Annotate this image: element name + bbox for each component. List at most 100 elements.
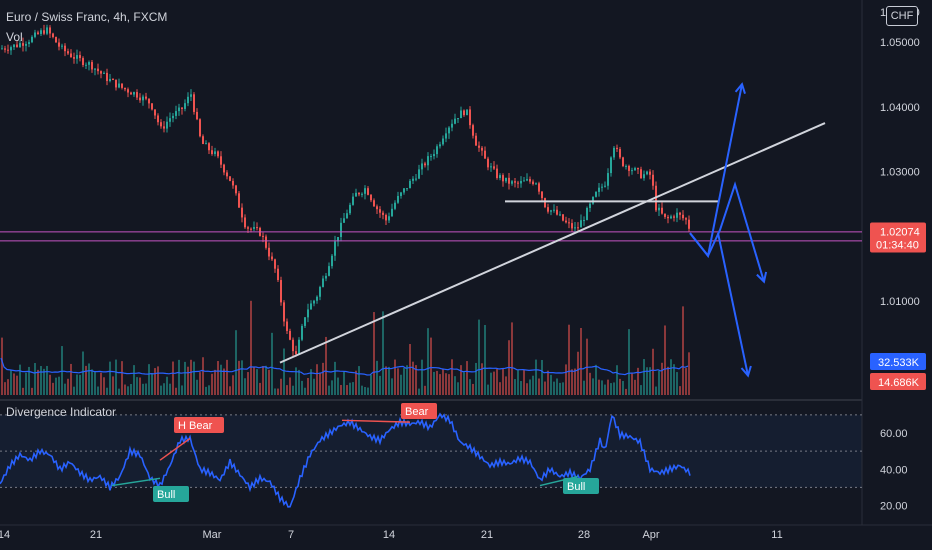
candle-body (343, 218, 345, 223)
candle-body (424, 163, 426, 166)
candle (523, 177, 525, 182)
candle-body (574, 227, 576, 229)
candle-body (505, 177, 507, 182)
candle (19, 40, 21, 48)
candle (640, 166, 642, 179)
candle-body (481, 147, 483, 151)
candle-body (667, 216, 669, 219)
candle-body (220, 156, 222, 165)
candle (199, 118, 201, 138)
volume-bar (637, 367, 639, 395)
volume-bar (304, 387, 306, 395)
volume-bar (634, 379, 636, 395)
candle-body (538, 183, 540, 192)
candle (622, 156, 624, 168)
time-axis-tick: 7 (288, 529, 294, 541)
candle (106, 68, 108, 86)
candle-body (286, 321, 288, 331)
volume-bar (661, 362, 663, 395)
candle (229, 176, 231, 182)
candle-body (121, 83, 123, 88)
candle (415, 174, 417, 182)
volume-bar (79, 374, 81, 395)
volume-bar (34, 363, 36, 395)
candle-body (22, 43, 24, 46)
candle (43, 24, 45, 36)
candle (22, 37, 24, 52)
volume-bar (211, 373, 213, 395)
volume-bar (169, 383, 171, 395)
volume-bar (61, 346, 63, 395)
candle (376, 204, 378, 214)
candle (637, 167, 639, 175)
candle-body (196, 111, 198, 120)
volume-bar (139, 377, 141, 395)
volume-bar (250, 300, 252, 395)
volume-bar (451, 359, 453, 395)
volume-bar (589, 372, 591, 395)
volume-bar (172, 361, 174, 395)
currency-badge[interactable]: CHF (886, 6, 918, 26)
candle (187, 92, 189, 107)
volume-bar (313, 378, 315, 395)
candle-body (448, 127, 450, 134)
candle (598, 182, 600, 197)
candle (172, 113, 174, 123)
candle (175, 105, 177, 120)
volume-bar (187, 366, 189, 395)
projection-arrow (689, 181, 765, 282)
candle (208, 142, 210, 155)
candle-body (130, 92, 132, 95)
candle (160, 119, 162, 129)
candle-body (166, 121, 168, 129)
candle-body (544, 198, 546, 208)
candle-body (427, 156, 429, 166)
candle-body (244, 217, 246, 228)
volume-bar (196, 379, 198, 395)
candle-body (46, 27, 48, 34)
volume-bar (490, 372, 492, 395)
candle-body (334, 241, 336, 256)
candle-body (601, 186, 603, 188)
candle-body (31, 36, 33, 43)
candle (511, 180, 513, 186)
projection-arrow (717, 232, 749, 376)
candle (400, 191, 402, 199)
candle-body (346, 213, 348, 219)
projection-arrowhead (734, 82, 746, 95)
candle (157, 113, 159, 126)
candle (397, 191, 399, 204)
candle (577, 222, 579, 232)
candle-body (172, 115, 174, 119)
candle-body (454, 118, 456, 124)
volume-bar (676, 372, 678, 395)
candle-body (55, 37, 57, 43)
candle (559, 211, 561, 217)
volume-bar (631, 373, 633, 395)
volume-bar (376, 360, 378, 395)
volume-bar (391, 378, 393, 395)
candle (604, 181, 606, 188)
bear-label-box (401, 403, 437, 419)
candle-body (640, 169, 642, 179)
candle-body (16, 44, 18, 47)
candle-body (463, 110, 465, 116)
candle (352, 193, 354, 206)
volume-bar (331, 380, 333, 395)
volume-bar (229, 386, 231, 395)
rsi-line (0, 412, 691, 508)
volume-bar (550, 374, 552, 395)
candle (667, 214, 669, 224)
candle-body (607, 173, 609, 186)
candle (661, 202, 663, 215)
volume-bar (640, 385, 642, 395)
candle-body (637, 168, 639, 170)
candle-body (634, 168, 636, 171)
candle-body (358, 192, 360, 195)
candle (67, 48, 69, 56)
candle-body (571, 223, 573, 229)
volume-ma-badge (870, 353, 926, 370)
candle (328, 262, 330, 277)
candle-body (217, 151, 219, 157)
